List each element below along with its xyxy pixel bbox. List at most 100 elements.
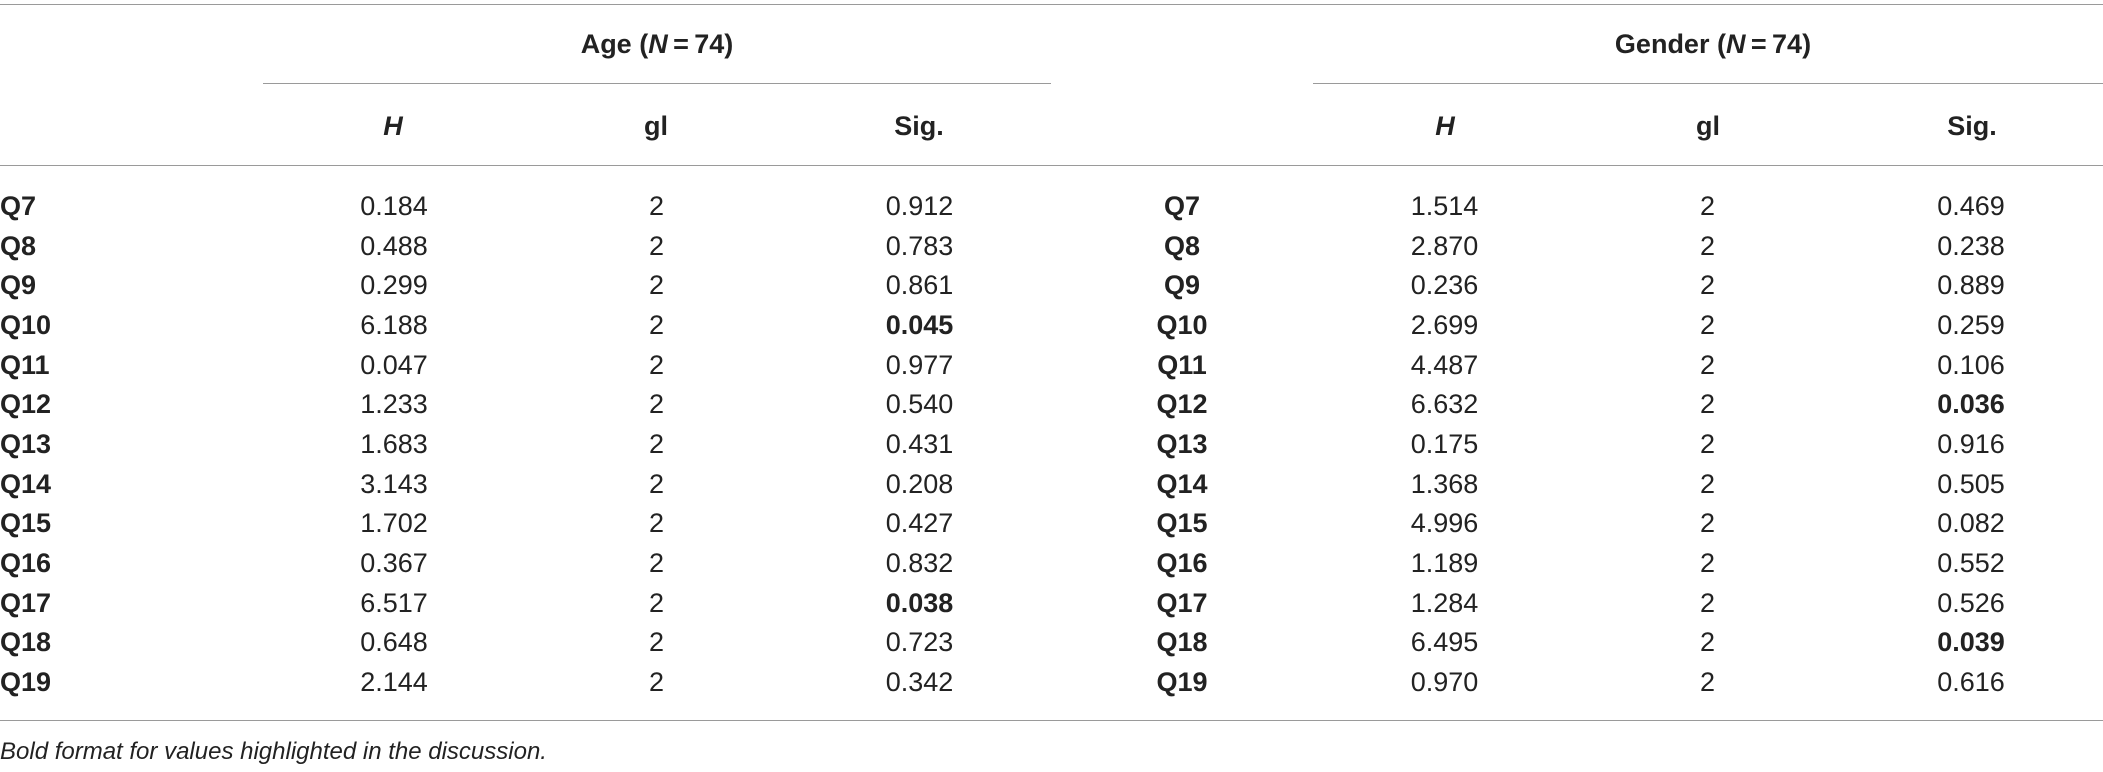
col-header-age-gl: gl (644, 111, 668, 141)
age-sig-value: 0.038 (885, 587, 954, 618)
table-row: Q19 2.144 2 0.342 Q19 0.970 2 0.616 (0, 662, 2103, 702)
gender-gl-value: 2 (1699, 548, 1716, 579)
age-group-underline (263, 83, 1051, 84)
question-label-gender: Q14 (1156, 468, 1208, 499)
question-label-gender: Q16 (1156, 548, 1208, 579)
question-label: Q12 (0, 389, 52, 420)
gender-sig-value: 0.082 (1937, 508, 2005, 539)
age-sig-value: 0.861 (885, 270, 954, 301)
gender-h-value: 2.870 (1410, 230, 1479, 261)
age-sig-value: 0.540 (885, 389, 954, 420)
age-sig-value: 0.208 (885, 468, 954, 499)
gender-sig-value: 0.526 (1937, 587, 2005, 618)
gender-h-value: 0.970 (1410, 667, 1479, 698)
age-gl-value: 2 (648, 270, 665, 301)
question-label-gender: Q19 (1156, 667, 1208, 698)
question-label: Q16 (0, 548, 52, 579)
question-label-gender: Q11 (1157, 349, 1207, 380)
age-gl-value: 2 (648, 190, 665, 221)
question-label: Q14 (0, 468, 52, 499)
age-sig-value: 0.045 (885, 309, 954, 340)
table-row: Q11 0.047 2 0.977 Q11 4.487 2 0.106 (0, 345, 2103, 385)
table-footnote: Bold format for values highlighted in th… (0, 738, 547, 765)
age-gl-value: 2 (648, 627, 665, 658)
question-label: Q11 (0, 349, 50, 380)
gender-h-value: 2.699 (1410, 309, 1479, 340)
age-gl-value: 2 (648, 349, 665, 380)
gender-gl-value: 2 (1699, 468, 1716, 499)
question-label: Q15 (0, 508, 52, 539)
age-gl-value: 2 (648, 508, 665, 539)
results-table-body: Q7 0.184 2 0.912 Q7 1.514 2 0.469 Q8 0.488 2 0.783 Q… (0, 186, 2103, 702)
table-row: Q17 6.517 2 0.038 Q17 1.284 2 0.526 (0, 583, 2103, 623)
gender-gl-value: 2 (1699, 270, 1716, 301)
question-label: Q7 (0, 190, 37, 221)
question-label: Q8 (0, 230, 37, 261)
age-group-header: Age (N = 74) (580, 29, 734, 59)
gender-sig-value: 0.259 (1937, 309, 2005, 340)
table-row: Q8 0.488 2 0.783 Q8 2.870 2 0.238 (0, 226, 2103, 266)
table-row: Q18 0.648 2 0.723 Q18 6.495 2 0.039 (0, 623, 2103, 663)
gender-sig-value: 0.616 (1937, 667, 2005, 698)
question-label: Q13 (0, 428, 52, 459)
gender-h-value: 1.368 (1410, 468, 1479, 499)
gender-sig-value: 0.469 (1937, 190, 2005, 221)
gender-gl-value: 2 (1699, 309, 1716, 340)
age-h-value: 6.188 (360, 309, 428, 340)
question-label-gender: Q18 (1156, 627, 1208, 658)
gender-h-value: 0.175 (1410, 428, 1479, 459)
gender-group-underline (1313, 83, 2103, 84)
question-label-gender: Q9 (1163, 270, 1201, 301)
gender-sig-value: 0.238 (1937, 230, 2005, 261)
gender-gl-value: 2 (1699, 667, 1716, 698)
gender-h-value: 4.996 (1410, 508, 1479, 539)
col-header-gender-sig: Sig. (1947, 111, 1997, 141)
age-h-value: 0.488 (360, 230, 428, 261)
age-gl-value: 2 (648, 230, 665, 261)
gender-h-value: 0.236 (1410, 270, 1479, 301)
table-row: Q10 6.188 2 0.045 Q10 2.699 2 0.259 (0, 305, 2103, 345)
age-gl-value: 2 (648, 548, 665, 579)
gender-h-value: 1.189 (1410, 548, 1479, 579)
table-row: Q16 0.367 2 0.832 Q16 1.189 2 0.552 (0, 543, 2103, 583)
question-label-gender: Q10 (1156, 309, 1208, 340)
age-h-value: 0.648 (360, 627, 428, 658)
question-label-gender: Q7 (1163, 190, 1201, 221)
table-row: Q15 1.702 2 0.427 Q15 4.996 2 0.082 (0, 504, 2103, 544)
table-row: Q7 0.184 2 0.912 Q7 1.514 2 0.469 (0, 186, 2103, 226)
gender-h-value: 1.514 (1410, 190, 1479, 221)
age-h-value: 6.517 (360, 587, 428, 618)
gender-sig-value: 0.036 (1937, 389, 2005, 420)
age-sig-value: 0.723 (885, 627, 954, 658)
col-header-age-h: H (383, 111, 403, 141)
table-row: Q14 3.143 2 0.208 Q14 1.368 2 0.505 (0, 464, 2103, 504)
bottom-rule (0, 720, 2103, 721)
age-h-value: 1.683 (360, 428, 428, 459)
gender-gl-value: 2 (1699, 389, 1716, 420)
gender-sig-value: 0.552 (1937, 548, 2005, 579)
question-label-gender: Q15 (1156, 508, 1208, 539)
age-sig-value: 0.783 (885, 230, 954, 261)
question-label-gender: Q12 (1156, 389, 1208, 420)
age-h-value: 0.184 (360, 190, 428, 221)
age-sig-value: 0.342 (885, 667, 954, 698)
gender-sig-value: 0.039 (1937, 627, 2005, 658)
question-label: Q10 (0, 309, 52, 340)
age-gl-value: 2 (648, 667, 665, 698)
age-gl-value: 2 (648, 428, 665, 459)
age-h-value: 0.047 (360, 349, 428, 380)
question-label: Q19 (0, 667, 52, 698)
age-h-value: 0.299 (360, 270, 428, 301)
results-table: Q7 0.184 2 0.912 Q7 1.514 2 0.469 Q8 0.488 2 0.783 Q… (0, 186, 2103, 702)
gender-gl-value: 2 (1699, 190, 1716, 221)
col-header-age-sig: Sig. (894, 111, 944, 141)
question-label: Q9 (0, 270, 37, 301)
gender-gl-value: 2 (1699, 587, 1716, 618)
age-sig-value: 0.977 (885, 349, 954, 380)
header-bottom-rule (0, 165, 2103, 166)
age-sig-value: 0.832 (885, 548, 954, 579)
table-row: Q12 1.233 2 0.540 Q12 6.632 2 0.036 (0, 384, 2103, 424)
gender-sig-value: 0.916 (1937, 428, 2005, 459)
gender-gl-value: 2 (1699, 349, 1716, 380)
gender-h-value: 6.495 (1410, 627, 1479, 658)
